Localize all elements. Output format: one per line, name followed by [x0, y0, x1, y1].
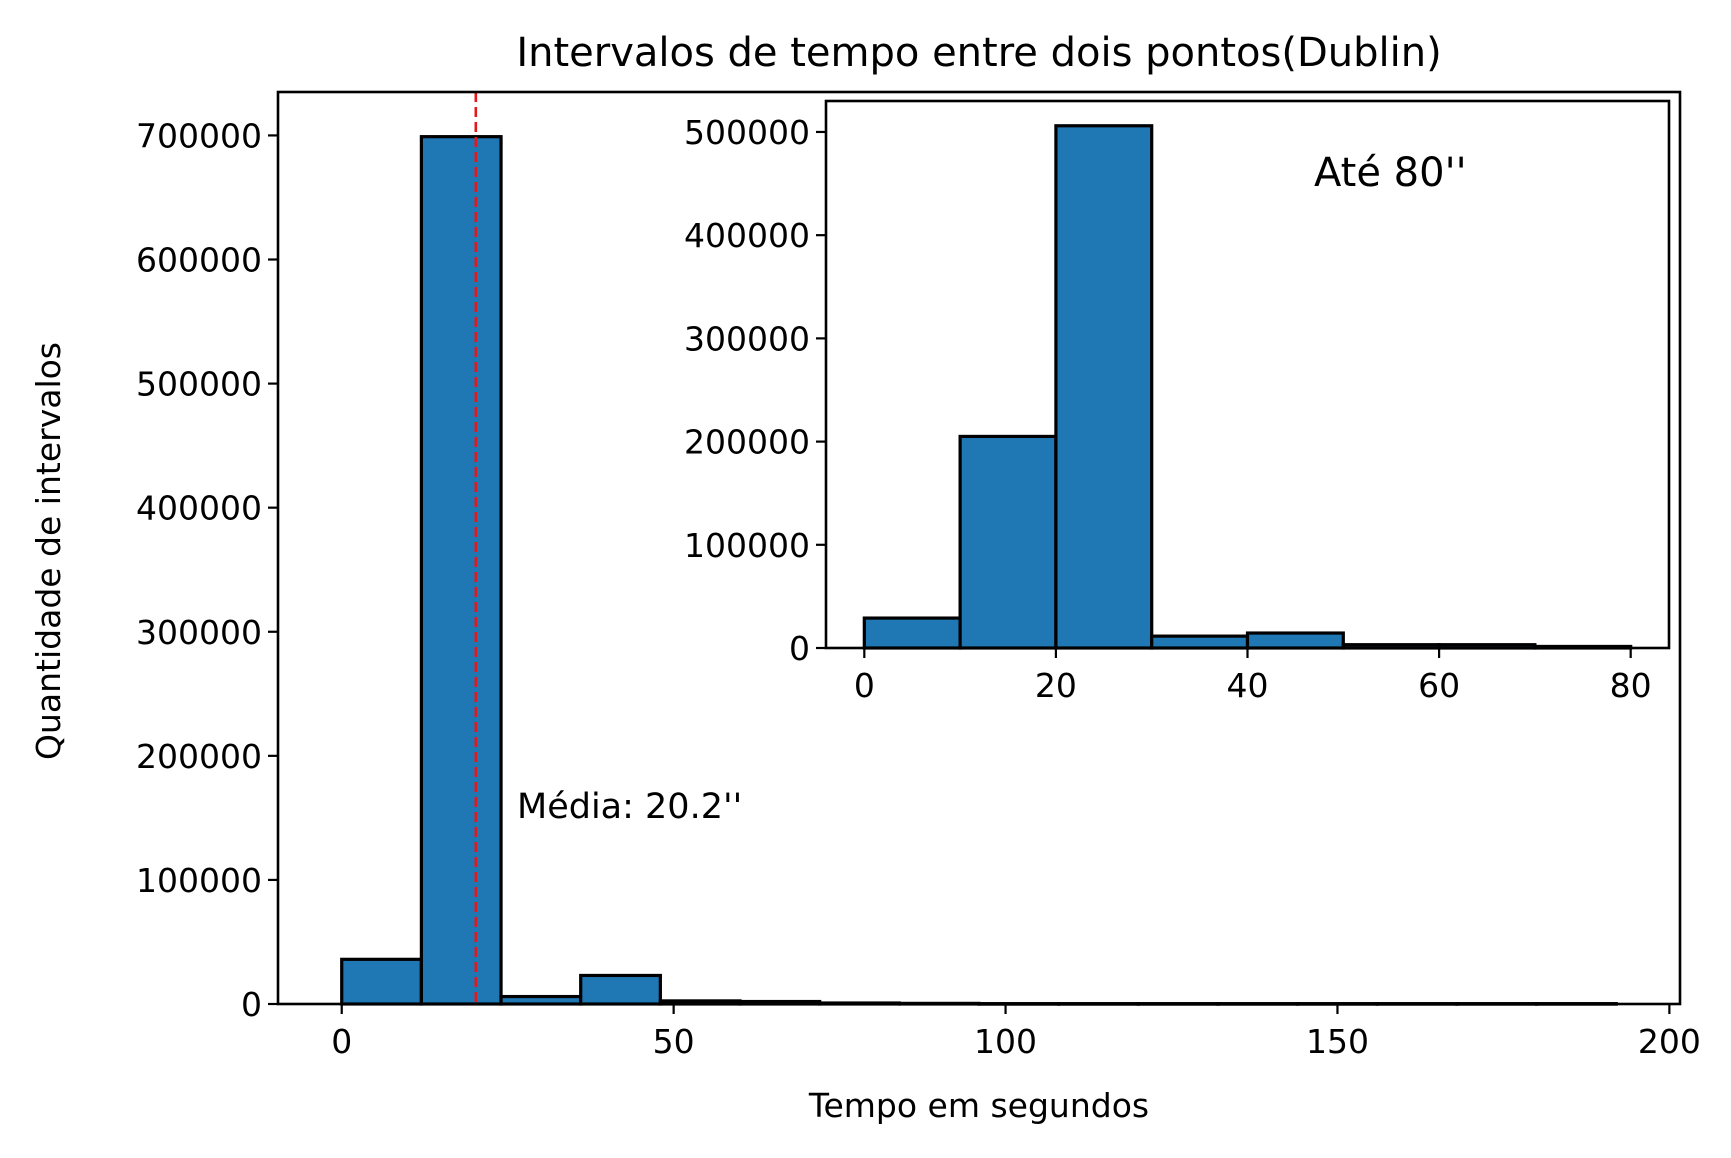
inset-bar-2 [1054, 124, 1154, 650]
inset-y-tick-label-1: 100000 [684, 526, 810, 565]
main-bar-1 [419, 135, 503, 1006]
main-y-tick-label-1: 100000 [136, 861, 262, 900]
main-x-tick-label-0: 0 [331, 1022, 352, 1061]
main-x-tick-label-2: 100 [974, 1022, 1037, 1061]
main-axes-frame [276, 90, 1682, 1006]
inset-y-tick-label-5: 500000 [684, 113, 810, 152]
main-bar-0 [340, 957, 423, 1006]
main-x-tick-label-3: 150 [1306, 1022, 1369, 1061]
inset-y-tick-label-3: 300000 [684, 319, 810, 358]
inset-annotation: Até 80'' [1314, 150, 1467, 196]
inset-x-tick-label-2: 40 [1227, 666, 1269, 705]
main-y-tick-label-0: 0 [241, 985, 262, 1024]
inset-bar-4 [1245, 631, 1345, 650]
main-y-tick-label-2: 200000 [136, 737, 262, 776]
inset-x-tick-label-3: 60 [1418, 666, 1460, 705]
main-y-tick-label-3: 300000 [136, 613, 262, 652]
main-y-tick-label-4: 400000 [136, 489, 262, 528]
main-y-tick-label-6: 600000 [136, 241, 262, 280]
inset-bar-0 [862, 616, 962, 650]
inset-x-tick-label-0: 0 [854, 666, 875, 705]
inset-y-tick-label-4: 400000 [684, 216, 810, 255]
inset-x-tick-label-4: 80 [1610, 666, 1652, 705]
y-axis-label: Quantidade de intervalos [29, 342, 68, 760]
mean-annotation: Média: 20.2'' [517, 787, 742, 827]
inset-bar-1 [958, 434, 1058, 650]
main-x-tick-label-4: 200 [1638, 1022, 1701, 1061]
main-y-tick-label-7: 700000 [136, 116, 262, 155]
inset-x-tick-label-1: 20 [1035, 666, 1077, 705]
inset-y-tick-label-0: 0 [789, 629, 810, 668]
inset-bar-3 [1150, 634, 1250, 650]
inset-plot: 0 20 40 60 80 0 100000 200000 300000 400000 500000 [684, 99, 1671, 705]
x-axis-label: Tempo em segundos [808, 1086, 1149, 1125]
inset-y-tick-label-2: 200000 [684, 423, 810, 462]
chart-title: Intervalos de tempo entre dois pontos(Du… [516, 30, 1441, 76]
main-y-tick-label-5: 500000 [136, 365, 262, 404]
main-bar-3 [579, 973, 662, 1006]
inset-plot-area [826, 101, 1669, 648]
main-x-tick-label-1: 50 [653, 1022, 695, 1061]
